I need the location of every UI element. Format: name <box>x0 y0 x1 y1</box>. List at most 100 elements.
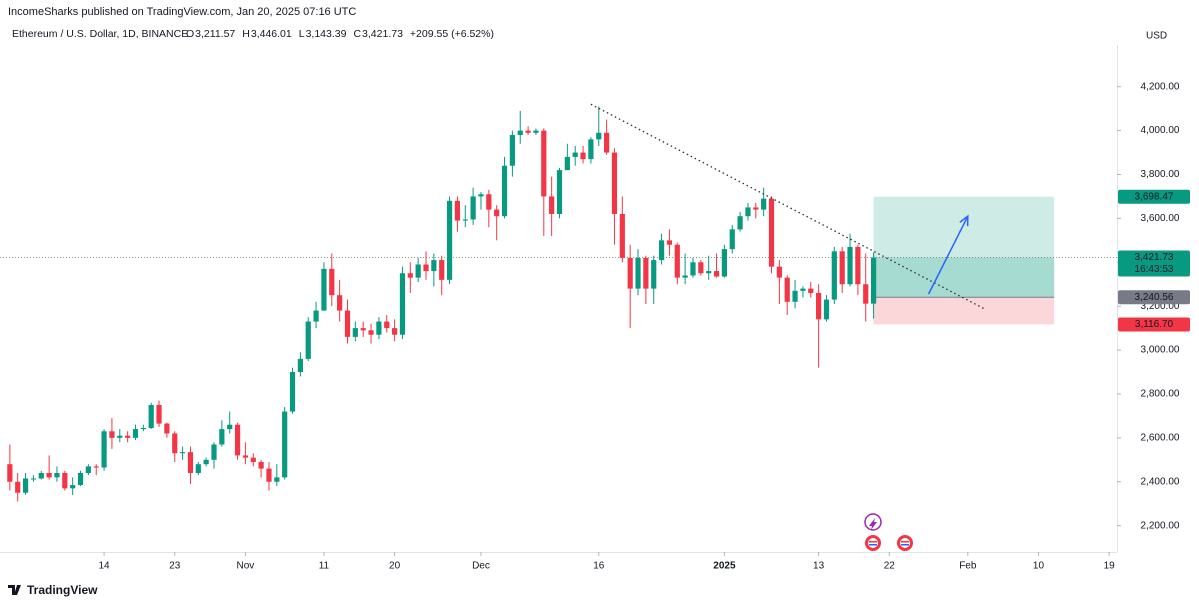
y-tick-label: 4,200.00 <box>1141 81 1180 92</box>
candle-body <box>564 156 570 171</box>
price-badge <box>1118 317 1190 332</box>
candle-body <box>658 240 665 261</box>
x-tick-label: Feb <box>959 561 977 572</box>
candle-body <box>816 293 822 320</box>
publisher-header: IncomeSharks published on TradingView.co… <box>8 6 356 18</box>
candle-body <box>446 200 453 280</box>
candle-body <box>148 404 154 428</box>
candle-body <box>329 268 335 296</box>
brand-logo: TradingView <box>8 583 98 597</box>
candle-body <box>376 321 382 335</box>
candle-body <box>423 264 429 272</box>
candle-body <box>15 481 21 493</box>
ohlc-key: C <box>353 28 361 40</box>
candle-body <box>313 310 319 322</box>
candle-body <box>234 424 241 456</box>
ohlc-value: 3,446.01 <box>251 28 292 40</box>
candle-body <box>431 260 437 272</box>
candle-body <box>195 464 201 473</box>
candle-body <box>768 198 775 267</box>
y-tick-label: 3,600.00 <box>1141 213 1180 224</box>
candle-body <box>93 466 99 468</box>
profit-progress <box>873 257 1055 298</box>
candle-body <box>619 214 625 258</box>
candle-body <box>227 424 233 430</box>
candle-body <box>38 472 44 479</box>
candle-body <box>792 290 798 302</box>
candle-body <box>297 358 303 373</box>
candle-body <box>30 478 37 480</box>
candle-body <box>580 152 586 160</box>
candle-body <box>470 196 476 220</box>
brand-name: TradingView <box>27 583 98 597</box>
candle-body <box>627 257 633 289</box>
candle-body <box>179 452 186 454</box>
candle-body <box>62 472 68 489</box>
candle-body <box>533 130 539 133</box>
ohlc-value: 3,143.39 <box>306 28 347 40</box>
candle-body <box>305 321 311 359</box>
candle-body <box>855 246 861 285</box>
candle-body <box>721 249 727 277</box>
candle-body <box>706 271 712 274</box>
candle-body <box>729 229 735 250</box>
candle-body <box>596 132 602 140</box>
candle-body <box>611 152 618 214</box>
candle-body <box>745 207 751 217</box>
candle-body <box>682 275 688 278</box>
candle-body <box>125 435 131 438</box>
brand-icon <box>8 585 21 595</box>
ohlc-key: O <box>186 28 194 40</box>
price-badge-label: 3,116.70 <box>1135 319 1174 330</box>
change-value: +209.55 (+6.52%) <box>410 28 494 40</box>
candle-body <box>219 429 225 445</box>
candle-body <box>761 198 767 210</box>
candle-body <box>604 132 610 153</box>
x-tick-label: 13 <box>813 561 825 572</box>
event-icon-glyph <box>869 518 877 530</box>
candle-body <box>823 299 830 320</box>
candle-body <box>847 246 853 285</box>
candle-body <box>109 431 115 438</box>
y-tick-label: 2,400.00 <box>1141 476 1180 487</box>
trendline <box>590 103 984 309</box>
countdown-label: 16:43:53 <box>1135 264 1174 275</box>
candle-body <box>831 251 837 300</box>
event-icon-glyph <box>901 544 909 546</box>
candle-body <box>517 130 523 135</box>
candle-body <box>187 452 194 473</box>
candle-body <box>321 268 327 311</box>
candle-body <box>54 472 60 478</box>
candle-body <box>494 209 500 217</box>
candle-body <box>211 444 217 460</box>
candle-body <box>478 194 484 197</box>
price-badge <box>1118 290 1190 305</box>
candle-body <box>384 321 390 329</box>
candle-body <box>454 200 461 221</box>
candle-body <box>140 427 146 430</box>
candle-body <box>164 423 170 434</box>
y-tick-label: 2,200.00 <box>1141 520 1180 531</box>
price-badge-label: 3,421.73 <box>1135 252 1174 263</box>
candle-body <box>368 330 374 335</box>
candle-body <box>549 196 555 214</box>
candle-body <box>863 284 869 304</box>
event-icon-glyph <box>868 538 878 548</box>
event-icon-glyph <box>901 541 909 543</box>
x-tick-label: 10 <box>1033 561 1045 572</box>
candle-body <box>556 170 563 214</box>
candle-body <box>101 431 107 468</box>
stop-zone <box>873 297 1055 325</box>
x-tick-label: 23 <box>169 561 181 572</box>
candle-body <box>713 271 720 277</box>
candle-body <box>282 411 288 478</box>
candle-body <box>808 288 814 294</box>
candle-body <box>360 328 366 331</box>
candle-body <box>352 328 358 337</box>
x-tick-label: 11 <box>319 561 330 572</box>
candle-body <box>651 260 657 289</box>
x-tick-label: 20 <box>389 561 401 572</box>
candle-body <box>541 130 547 197</box>
candle-body <box>289 372 296 412</box>
